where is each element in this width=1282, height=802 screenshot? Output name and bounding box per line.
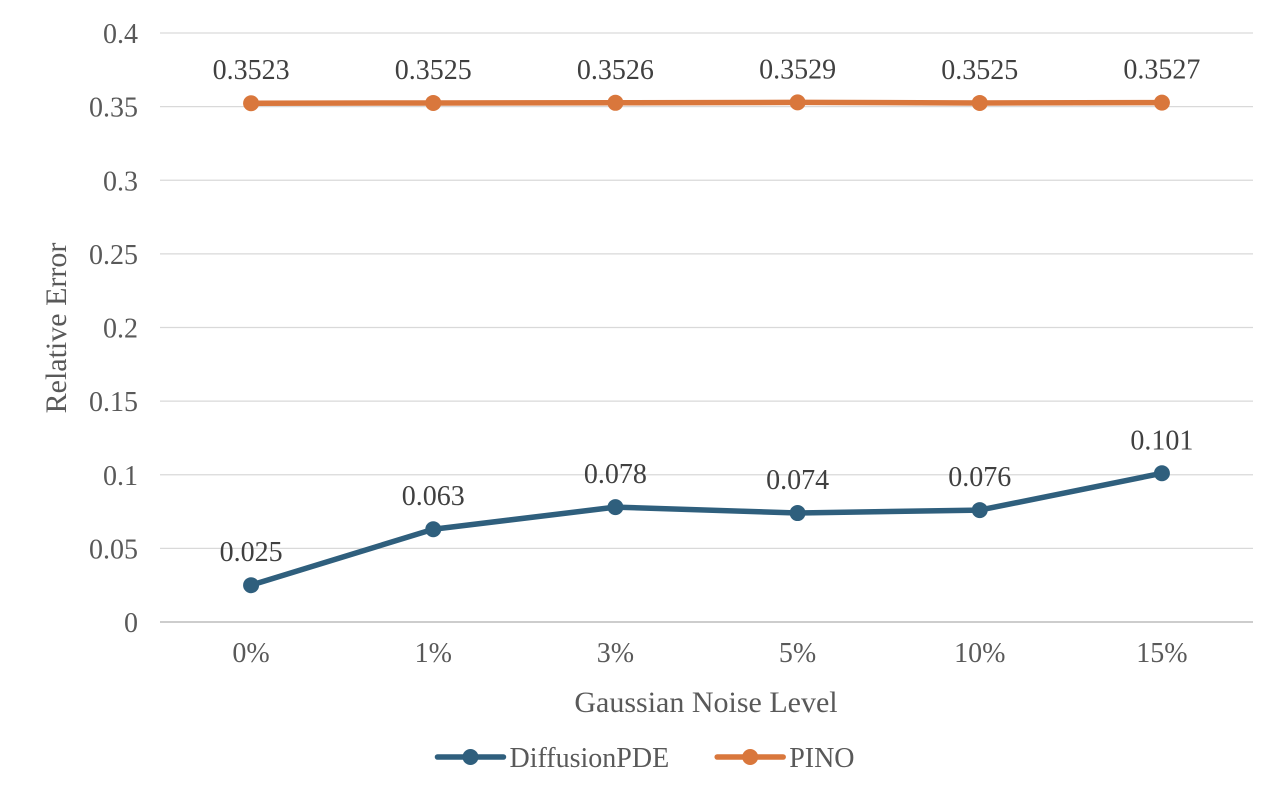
series-lines bbox=[243, 94, 1170, 594]
legend-marker-dot bbox=[462, 749, 479, 765]
data-point-DiffusionPDE bbox=[243, 577, 260, 594]
data-label-PINO: 0.3526 bbox=[577, 55, 654, 86]
x-axis-tick-labels: 0% 1% 3% 5% 10% 15% bbox=[232, 638, 1187, 669]
data-point-PINO bbox=[425, 94, 442, 111]
x-axis-tick-label: 1% bbox=[415, 638, 452, 669]
x-axis-tick-label: 10% bbox=[954, 638, 1005, 669]
y-axis-tick-label: 0.2 bbox=[103, 314, 138, 345]
gridlines bbox=[160, 32, 1253, 623]
data-point-DiffusionPDE bbox=[789, 505, 806, 522]
data-point-PINO bbox=[789, 94, 806, 111]
data-label-DiffusionPDE: 0.076 bbox=[948, 462, 1011, 493]
data-label-PINO: 0.3525 bbox=[941, 55, 1018, 86]
y-axis-tick-label: 0.4 bbox=[103, 19, 138, 50]
legend-marker-dot bbox=[742, 749, 759, 765]
y-axis-tick-label: 0.1 bbox=[103, 461, 138, 492]
data-label-PINO: 0.3527 bbox=[1123, 55, 1200, 86]
series-line-PINO bbox=[248, 99, 1165, 106]
legend-label: DiffusionPDE bbox=[509, 743, 669, 774]
data-point-PINO bbox=[971, 94, 988, 111]
x-axis-tick-label: 5% bbox=[779, 638, 816, 669]
y-axis-tick-label: 0.15 bbox=[89, 387, 138, 418]
y-axis-tick-label: 0.05 bbox=[89, 534, 138, 565]
y-axis-tick-labels: 0 0.05 0.1 0.15 0.2 0.25 0.3 0.35 0.4 bbox=[89, 19, 138, 639]
legend-item-PINO: PINO bbox=[714, 743, 855, 774]
data-label-DiffusionPDE: 0.063 bbox=[402, 481, 465, 512]
data-point-PINO bbox=[243, 95, 260, 112]
data-label-DiffusionPDE: 0.101 bbox=[1130, 425, 1193, 456]
y-axis-tick-label: 0.35 bbox=[89, 93, 138, 124]
x-axis-tick-label: 0% bbox=[232, 638, 269, 669]
y-axis-title: Relative Error bbox=[40, 243, 73, 414]
legend: DiffusionPDE PINO bbox=[434, 743, 855, 774]
data-point-DiffusionPDE bbox=[425, 521, 442, 538]
data-label-PINO: 0.3525 bbox=[395, 55, 472, 86]
data-label-DiffusionPDE: 0.078 bbox=[584, 459, 647, 490]
legend-label: PINO bbox=[789, 743, 854, 774]
y-axis-tick-label: 0.3 bbox=[103, 166, 138, 197]
data-point-DiffusionPDE bbox=[1153, 465, 1170, 482]
data-point-PINO bbox=[607, 94, 624, 111]
legend-item-DiffusionPDE: DiffusionPDE bbox=[434, 743, 669, 774]
data-label-PINO: 0.3529 bbox=[759, 54, 836, 85]
data-point-DiffusionPDE bbox=[607, 499, 624, 516]
data-label-DiffusionPDE: 0.025 bbox=[220, 537, 283, 568]
data-point-DiffusionPDE bbox=[971, 502, 988, 519]
x-axis-tick-label: 15% bbox=[1136, 638, 1187, 669]
data-label-PINO: 0.3523 bbox=[213, 55, 290, 86]
y-axis-tick-label: 0.25 bbox=[89, 240, 138, 271]
y-axis-tick-label: 0 bbox=[124, 608, 138, 639]
data-point-PINO bbox=[1153, 94, 1170, 111]
data-labels: 0.025 0.063 0.078 0.074 0.076 0.101 0.3523 0.35… bbox=[213, 54, 1201, 568]
series-line-DiffusionPDE bbox=[248, 470, 1165, 588]
x-axis-title: Gaussian Noise Level bbox=[574, 686, 837, 719]
x-axis-tick-label: 3% bbox=[597, 638, 634, 669]
data-label-DiffusionPDE: 0.074 bbox=[766, 465, 829, 496]
